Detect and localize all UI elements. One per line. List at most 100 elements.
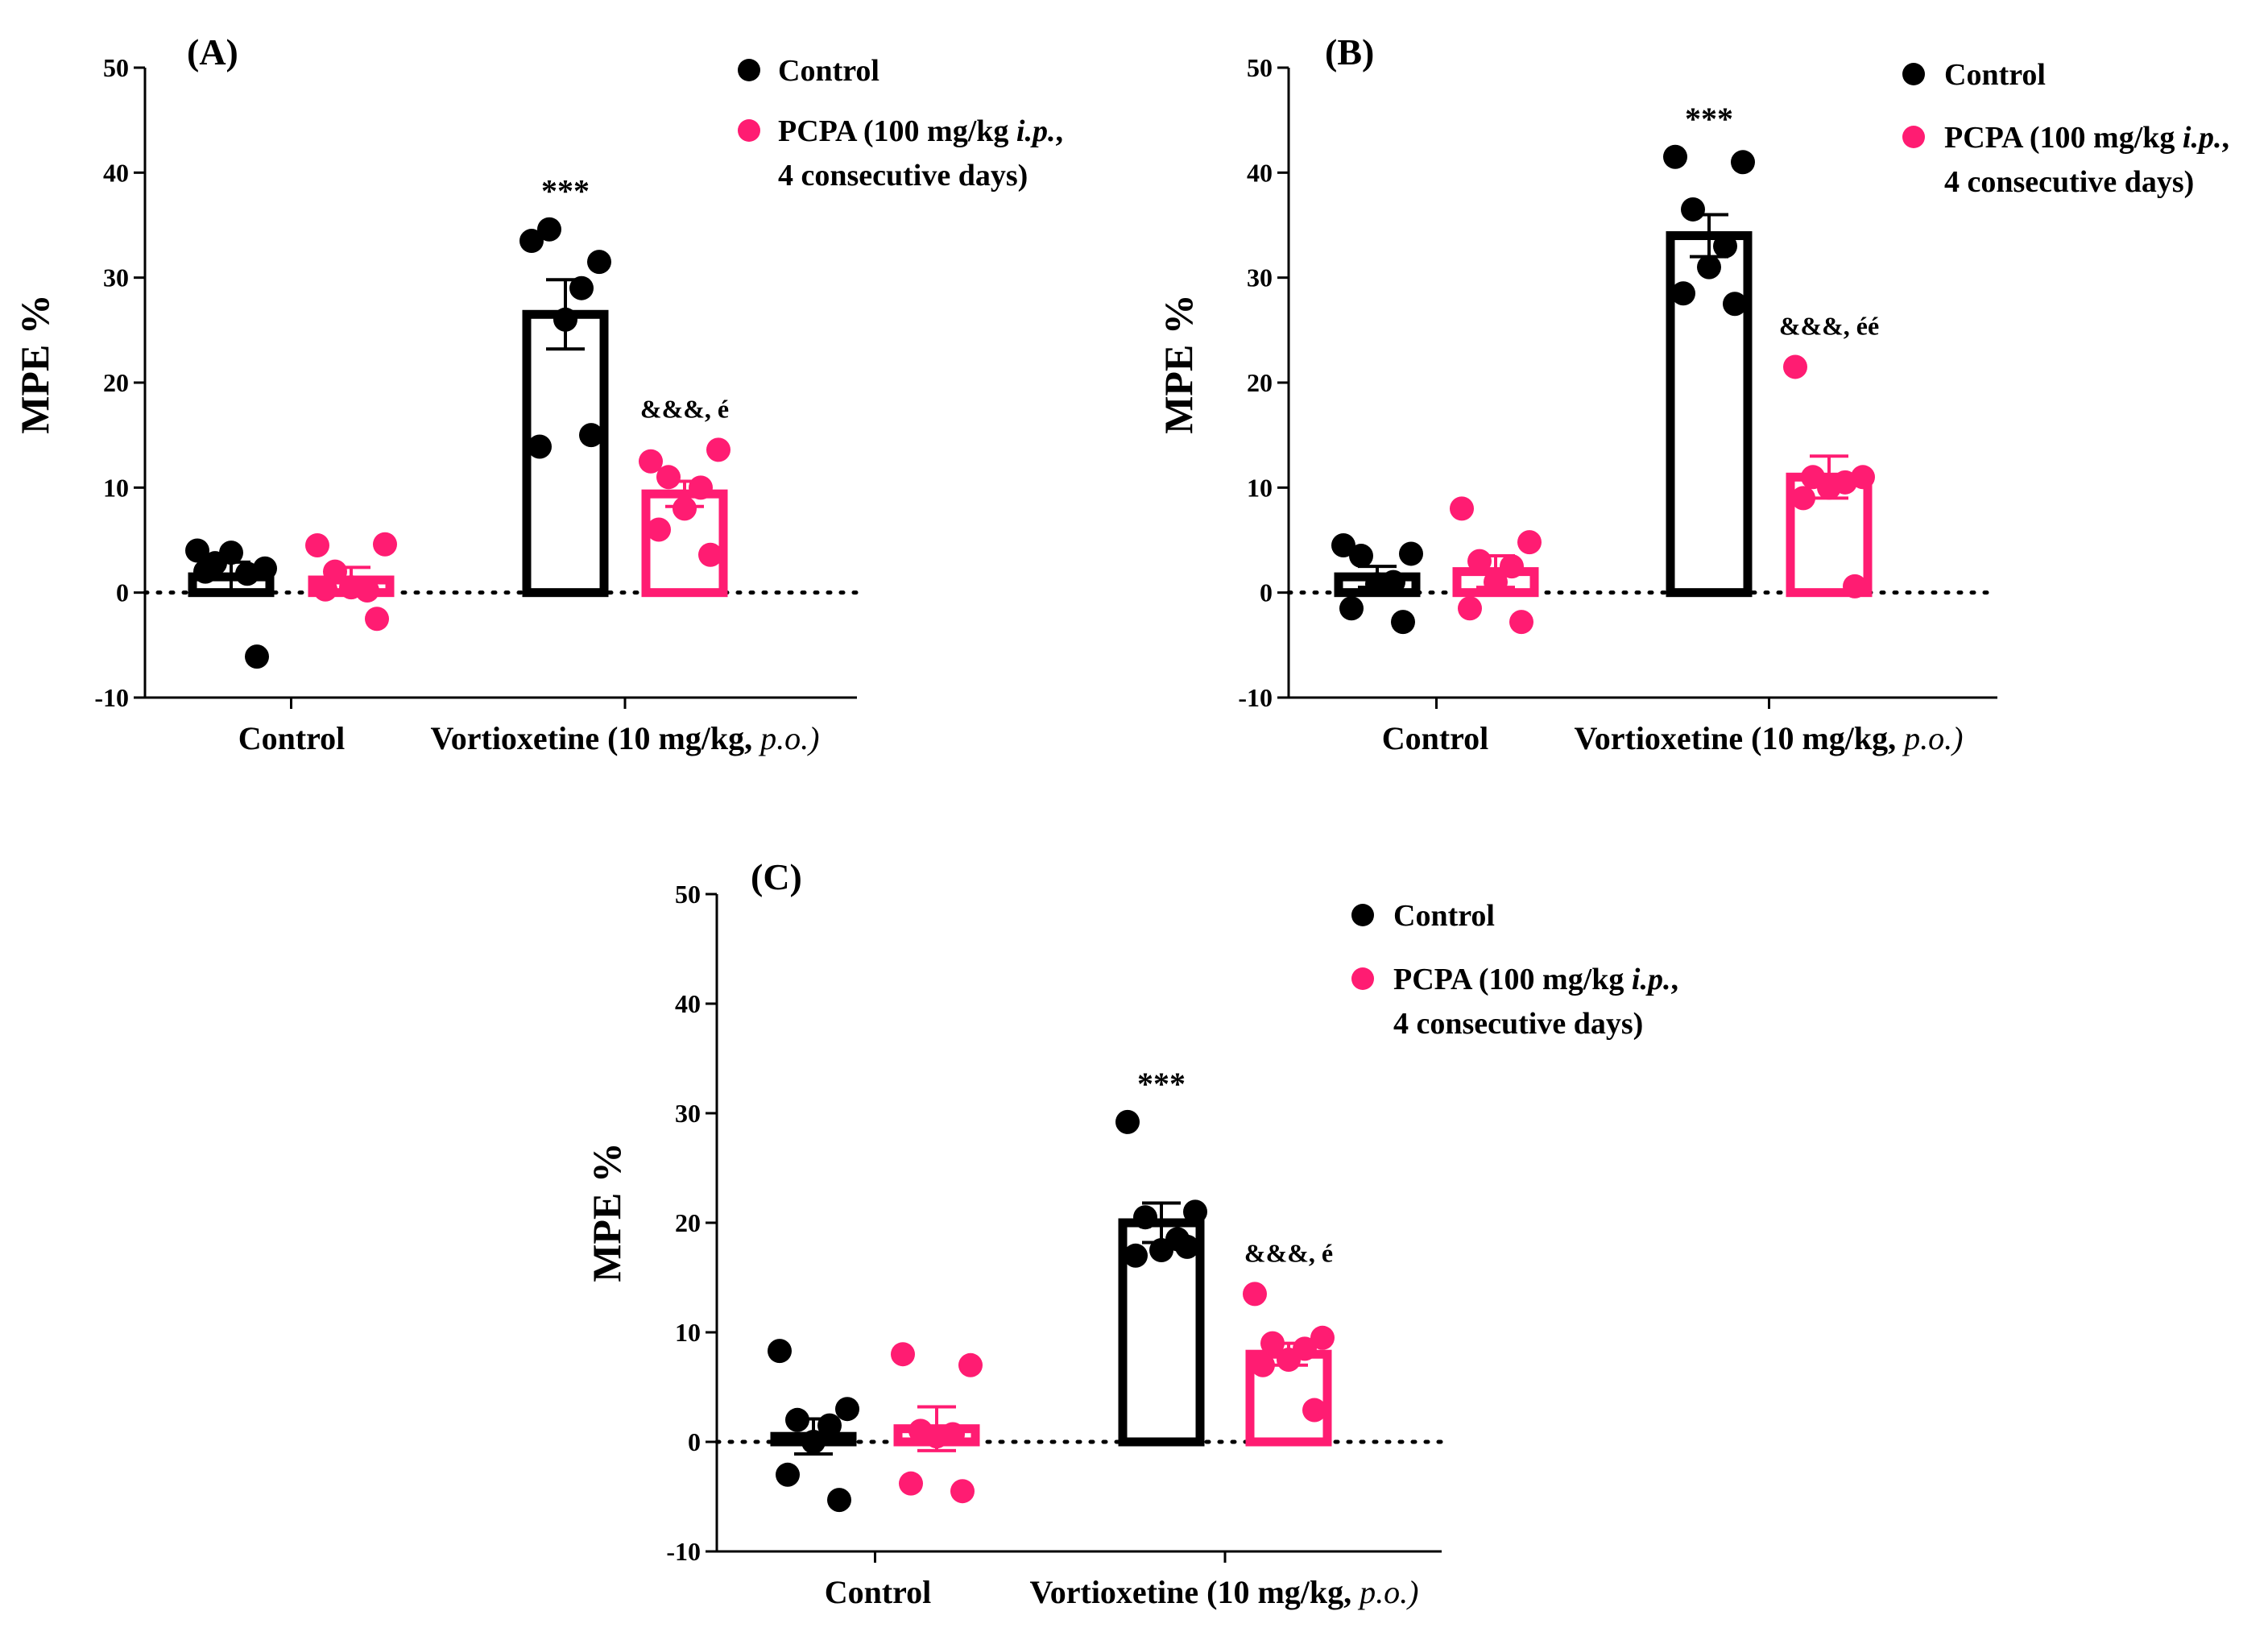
- data-point: [1723, 292, 1747, 317]
- data-point: [1331, 533, 1355, 558]
- y-tick-label: 0: [116, 578, 129, 607]
- data-point: [950, 1479, 975, 1504]
- data-point: [1484, 569, 1508, 594]
- data-point: [373, 532, 397, 557]
- data-point: [528, 434, 552, 459]
- data-point: [323, 559, 347, 584]
- significance-label: ***: [541, 173, 590, 209]
- significance-label: &&&, éé: [1779, 311, 1879, 340]
- category-label-vortioxetine: Vortioxetine (10 mg/kg, p.o.): [1575, 720, 1964, 756]
- panel-label: (A): [187, 31, 238, 72]
- data-point: [1183, 1199, 1207, 1224]
- data-point: [1509, 610, 1533, 635]
- data-point: [656, 465, 681, 490]
- y-tick-label: 20: [675, 1208, 701, 1237]
- data-point: [185, 538, 209, 563]
- data-point: [1260, 1331, 1285, 1356]
- y-tick-label: -10: [1238, 683, 1273, 712]
- data-point: [1817, 475, 1841, 500]
- legend: Control PCPA (100 mg/kg i.p., 4 consecut…: [1902, 58, 2229, 199]
- legend-marker-pcpa: [1902, 126, 1925, 148]
- y-tick-label: 0: [1260, 578, 1273, 607]
- data-point: [1310, 1325, 1335, 1350]
- data-point: [1450, 496, 1474, 521]
- y-tick-label: 40: [103, 158, 129, 187]
- y-tick-label: 20: [1247, 368, 1273, 397]
- data-point: [519, 229, 544, 254]
- legend-label-pcpa-line1: PCPA (100 mg/kg i.p.,: [778, 114, 1063, 148]
- data-point: [245, 644, 269, 669]
- data-point: [569, 275, 594, 300]
- category-label-control: Control: [238, 720, 346, 756]
- significance-label: ***: [1137, 1066, 1186, 1102]
- data-point: [1783, 354, 1807, 379]
- data-point: [313, 577, 337, 602]
- data-point: [1517, 530, 1542, 555]
- data-point: [706, 437, 730, 462]
- data-point: [1277, 1348, 1301, 1372]
- data-point: [1302, 1398, 1326, 1423]
- legend-label-control: Control: [1944, 58, 2046, 92]
- y-tick-label: 10: [1247, 473, 1273, 502]
- data-point: [365, 607, 389, 632]
- data-point: [1133, 1205, 1157, 1230]
- y-tick-label: 30: [675, 1099, 701, 1128]
- panel-label: (B): [1325, 31, 1374, 72]
- data-point: [925, 1424, 949, 1449]
- data-point: [1339, 596, 1364, 621]
- data-point: [1500, 554, 1524, 579]
- y-tick-label: 40: [675, 989, 701, 1018]
- data-point: [689, 475, 713, 500]
- y-axis-title: MPE %: [12, 294, 57, 434]
- legend-label-control: Control: [1393, 899, 1495, 933]
- legend-label-pcpa-line1: PCPA (100 mg/kg i.p.,: [1393, 963, 1678, 996]
- y-tick-label: 50: [675, 880, 701, 909]
- legend-marker-control: [738, 59, 760, 81]
- data-point: [587, 250, 611, 275]
- legend-label-pcpa-line2: 4 consecutive days): [1393, 1007, 1643, 1041]
- y-tick-label: 20: [103, 368, 129, 397]
- legend-label-pcpa-line2: 4 consecutive days): [1944, 165, 2194, 199]
- y-tick-label: 0: [688, 1427, 701, 1456]
- data-point: [579, 423, 603, 448]
- data-point: [1149, 1238, 1173, 1262]
- category-label-vortioxetine: Vortioxetine (10 mg/kg, p.o.): [1030, 1574, 1419, 1610]
- data-point: [817, 1413, 842, 1438]
- data-point: [305, 533, 329, 558]
- y-tick-label: -10: [94, 683, 129, 712]
- y-tick-label: 50: [1247, 53, 1273, 82]
- y-axis-title: MPE %: [584, 1142, 629, 1282]
- significance-label: &&&, é: [1244, 1238, 1333, 1267]
- data-point: [553, 307, 577, 332]
- legend-marker-pcpa: [1351, 967, 1374, 990]
- data-point: [1115, 1109, 1140, 1134]
- data-point: [1713, 234, 1737, 259]
- data-point: [647, 517, 671, 542]
- data-point: [1791, 486, 1815, 511]
- data-point: [1467, 549, 1492, 574]
- legend: Control PCPA (100 mg/kg i.p., 4 consecut…: [738, 54, 1063, 193]
- data-point: [1243, 1282, 1267, 1307]
- y-tick-label: 30: [103, 263, 129, 292]
- data-point: [801, 1430, 826, 1454]
- y-axis-title: MPE %: [1156, 294, 1201, 434]
- data-point: [1671, 281, 1695, 306]
- data-point: [537, 217, 561, 242]
- legend-marker-control: [1902, 63, 1925, 85]
- category-label-control: Control: [825, 1574, 932, 1610]
- data-point: [235, 561, 259, 586]
- data-point: [1399, 541, 1423, 566]
- legend-marker-pcpa: [738, 119, 760, 142]
- data-point: [1391, 610, 1415, 635]
- data-point: [827, 1488, 851, 1513]
- data-point: [899, 1471, 923, 1496]
- data-point: [835, 1397, 859, 1422]
- y-tick-label: 10: [675, 1318, 701, 1347]
- data-point: [1731, 150, 1755, 175]
- data-point: [1458, 596, 1482, 621]
- category-label-vortioxetine: Vortioxetine (10 mg/kg, p.o.): [431, 720, 820, 756]
- legend-label-pcpa-line2: 4 consecutive days): [778, 159, 1028, 193]
- data-point: [776, 1462, 800, 1487]
- y-tick-label: -10: [666, 1537, 701, 1566]
- data-point: [193, 559, 217, 584]
